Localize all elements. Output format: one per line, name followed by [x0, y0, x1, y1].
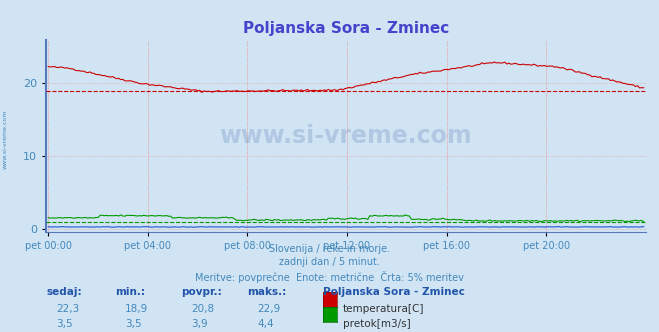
Text: 3,5: 3,5 [56, 319, 72, 329]
Text: 22,9: 22,9 [257, 304, 280, 314]
Text: 20,8: 20,8 [191, 304, 214, 314]
Text: Poljanska Sora - Zminec: Poljanska Sora - Zminec [323, 287, 465, 297]
Text: temperatura[C]: temperatura[C] [343, 304, 424, 314]
Text: povpr.:: povpr.: [181, 287, 222, 297]
Title: Poljanska Sora - Zminec: Poljanska Sora - Zminec [243, 21, 449, 36]
Text: 18,9: 18,9 [125, 304, 148, 314]
Text: min.:: min.: [115, 287, 146, 297]
Text: Meritve: povprečne  Enote: metrične  Črta: 5% meritev: Meritve: povprečne Enote: metrične Črta:… [195, 271, 464, 283]
Text: 3,9: 3,9 [191, 319, 208, 329]
Text: maks.:: maks.: [247, 287, 287, 297]
Text: sedaj:: sedaj: [46, 287, 82, 297]
Text: pretok[m3/s]: pretok[m3/s] [343, 319, 411, 329]
Text: 22,3: 22,3 [56, 304, 79, 314]
Text: www.si-vreme.com: www.si-vreme.com [3, 110, 8, 169]
Text: Slovenija / reke in morje.: Slovenija / reke in morje. [269, 244, 390, 254]
Text: zadnji dan / 5 minut.: zadnji dan / 5 minut. [279, 257, 380, 267]
Text: 3,5: 3,5 [125, 319, 142, 329]
Text: 4,4: 4,4 [257, 319, 273, 329]
Text: www.si-vreme.com: www.si-vreme.com [219, 124, 473, 148]
